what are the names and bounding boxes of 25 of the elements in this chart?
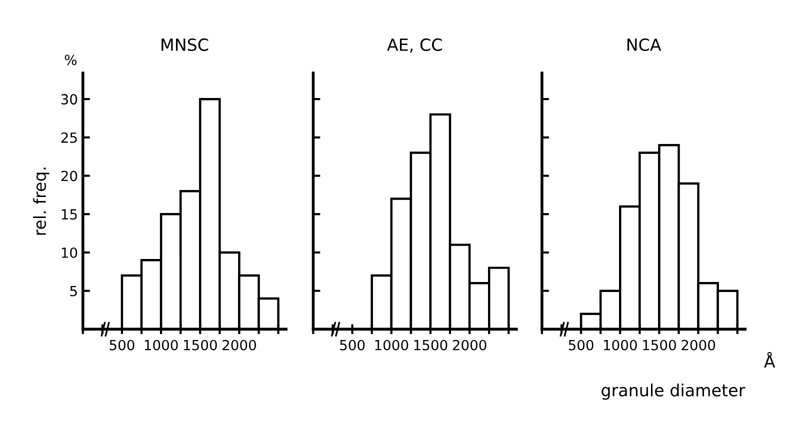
x-tick-label: 1500 <box>184 340 217 350</box>
x-tick-label: 2000 <box>682 340 716 350</box>
y-tick-label: 5 <box>70 286 77 296</box>
x-tick-label: 1000 <box>375 340 408 350</box>
y-axis-title: rel. freq. <box>33 168 50 235</box>
y-tick-label: 15 <box>62 209 77 220</box>
y-tick-label: 30 <box>61 94 78 105</box>
x-tick-label: 2000 <box>222 340 256 350</box>
x-axis-title: granule diameter <box>602 384 746 400</box>
x-tick-label: 1000 <box>604 340 637 350</box>
y-tick-label: 10 <box>62 247 78 258</box>
text: Å <box>764 352 776 368</box>
x-tick-label: 500 <box>340 340 365 350</box>
x-tick-label: 2000 <box>452 340 486 350</box>
chart-title: MNSC <box>162 38 208 52</box>
chart-title: NCA <box>627 38 662 52</box>
x-tick-label: 1000 <box>144 340 178 350</box>
y-tick-label: 20 <box>61 170 78 182</box>
x-tick-label: 1500 <box>643 340 676 350</box>
y-tick-label: 25 <box>61 132 77 143</box>
text: % <box>64 54 77 66</box>
x-tick-label: 1500 <box>414 340 448 350</box>
chart-title: AE, CC <box>387 38 442 53</box>
x-tick-label: 500 <box>568 340 594 350</box>
x-tick-label: 500 <box>110 340 134 350</box>
